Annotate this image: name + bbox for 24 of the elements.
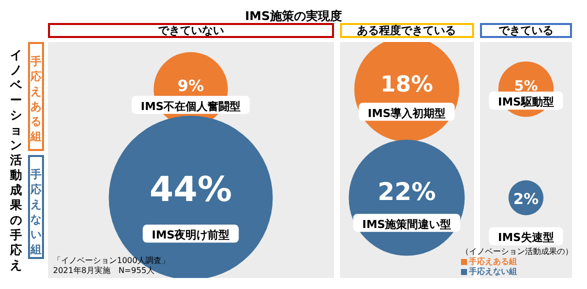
text: IMS不在個人奮闘型 — [140, 100, 241, 113]
category-label: できている — [480, 23, 572, 38]
legend-title: （イノベーション活動成果の） — [461, 247, 573, 257]
text: IMS施策の実現度 — [244, 8, 344, 25]
text: IMS導入初期型 — [368, 106, 446, 120]
category-label: できていない — [48, 23, 334, 38]
data-label: 2% — [513, 190, 539, 208]
text: IMS駆動型 — [498, 96, 554, 109]
legend-label: 手応えある組 — [469, 257, 517, 267]
data-label: 44% — [150, 170, 232, 210]
data-label: 5% — [514, 78, 538, 95]
text: イノベーション活動成果の手応え — [10, 48, 22, 272]
text: 手応えある組 — [30, 54, 42, 144]
text: IMS夜明け前型 — [152, 228, 230, 242]
text: IMS施策間違い型 — [362, 218, 452, 231]
category-label: ある程度できている — [340, 23, 474, 38]
text: 「イノベーション1000人調査」 — [53, 256, 170, 266]
text: 2021年8月実施 N=955人 — [53, 266, 156, 276]
data-label: 18% — [380, 72, 434, 98]
legend-label: 手応えない組 — [469, 267, 517, 277]
data-label: 22% — [378, 177, 436, 206]
text: 手応えない組 — [30, 167, 42, 258]
data-label: 9% — [178, 76, 204, 95]
text: IMS失速型 — [498, 231, 554, 244]
